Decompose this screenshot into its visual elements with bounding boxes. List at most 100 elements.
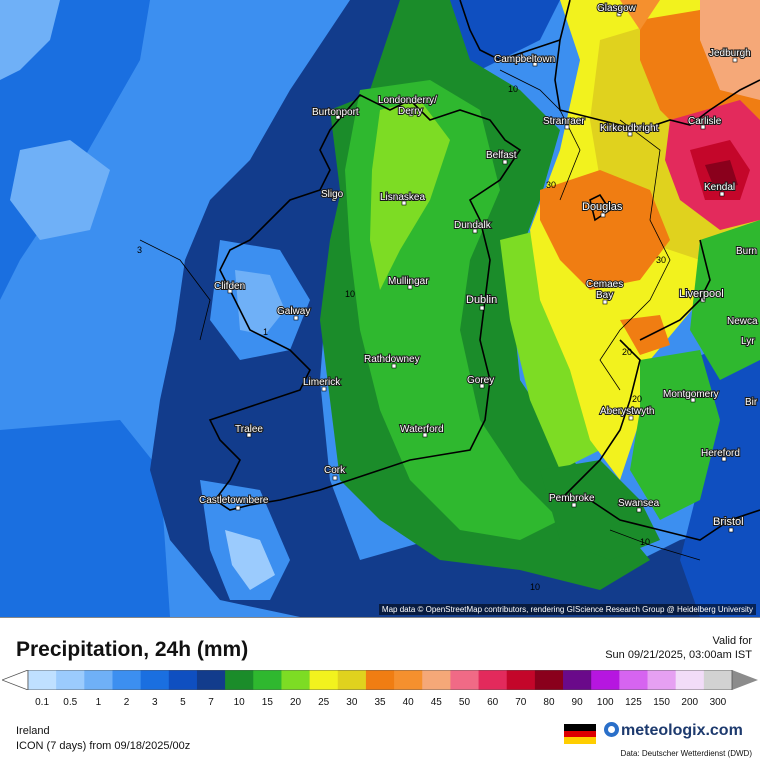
city-label-cut: Burn (736, 246, 757, 257)
colorbar-segment (168, 670, 198, 690)
colorbar-arrow-low (2, 670, 29, 690)
city-label-swansea: Swansea (618, 498, 660, 509)
city-label-tralee: Tralee (235, 424, 263, 435)
city-label-jedburgh: Jedburgh (709, 48, 751, 59)
colorbar-tick-label: 40 (402, 697, 414, 708)
coastlines (208, 0, 760, 541)
colorbar-tick-label: 150 (653, 697, 670, 708)
city-label-derry: Derry (398, 106, 422, 117)
colorbar-tick-label: 1 (95, 697, 102, 708)
colorbar-segment (647, 670, 677, 690)
city-label-glasgow: Glasgow (597, 3, 637, 14)
field-35mm-wales (620, 315, 670, 355)
field-15mm-wales (630, 350, 720, 520)
city-label-cut: Newca (727, 316, 758, 327)
city-label-aberystwyth: Aberystwyth (600, 406, 654, 417)
contour-label: 10 (640, 537, 650, 547)
city-label-gorey: Gorey (467, 375, 494, 386)
contour-label: 30 (546, 180, 556, 190)
contour-label: 20 (632, 394, 642, 404)
colorbar-segment (394, 670, 423, 690)
colorbar-segment (478, 670, 508, 690)
city-label-lisnaskea: Lisnaskea (380, 192, 425, 203)
colorbar-segment (281, 670, 311, 690)
colorbar-segment (253, 670, 282, 690)
globe-icon (604, 722, 619, 737)
colorbar-segment (675, 670, 705, 690)
legend-title: Precipitation, 24h (mm) (16, 638, 249, 661)
field-galway-inner (235, 270, 285, 335)
field-35mm-douglas (540, 170, 670, 290)
city-label-mullingar: Mullingar (388, 276, 429, 287)
legend-panel: Precipitation, 24h (mm) Valid for Sun 09… (0, 617, 760, 761)
model-run-label: ICON (7 days) from 09/18/2025/00z (16, 740, 191, 752)
colorbar-tick-label: 80 (543, 697, 555, 708)
field-3mm-sw (0, 420, 170, 617)
colorbar-segment (703, 670, 733, 690)
contour-label: 30 (656, 255, 666, 265)
colorbar-segment (450, 670, 480, 690)
city-label-campbeltown: Campbeltown (494, 54, 555, 65)
field-80mm-cumbria (705, 160, 738, 190)
city-label-burtonport: Burtonport (312, 107, 359, 118)
colorbar-segment (140, 670, 170, 690)
contour-label: 10 (530, 582, 540, 592)
city-label-cut: Bir (745, 397, 758, 408)
colorbar-tick-label: 10 (233, 697, 245, 708)
precipitation-map[interactable]: 10 30 30 10 3 1 20 20 10 10 (0, 0, 760, 617)
city-label-liverpool: Liverpool (679, 288, 724, 300)
city-label-castletownbere: Castletownbere (199, 495, 269, 506)
valid-time: Sun 09/21/2025, 03:00am IST (605, 649, 752, 661)
colorbar-tick-label: 90 (571, 697, 583, 708)
colorbar-segment (534, 670, 564, 690)
colorbar-segment (591, 670, 620, 690)
brand-name: meteologix.com (621, 722, 743, 739)
colorbar-frame (27, 670, 733, 690)
city-label-carlisle: Carlisle (688, 116, 722, 127)
city-label-kendal: Kendal (704, 182, 735, 193)
field-1mm-nw (0, 0, 60, 80)
field-10mm-pembroke (540, 460, 660, 560)
city-markers (227, 11, 738, 533)
colorbar-segment (337, 670, 367, 690)
field-15mm-england (690, 220, 760, 380)
field-sw-cork-inner (225, 530, 275, 590)
contour-label: 3 (137, 245, 142, 255)
contour-labels: 10 30 30 10 3 1 20 20 10 10 (137, 84, 666, 592)
german-flag-icon (564, 724, 596, 744)
brand-logo[interactable]: meteologix.com (604, 722, 743, 740)
city-label-clifden: Clifden (214, 281, 245, 292)
city-label-cemaes: Cemaes (586, 279, 623, 290)
colorbar-tick-label: 20 (289, 697, 302, 708)
field-45mm-ne (700, 0, 760, 100)
colorbar-segment (28, 670, 57, 690)
colorbar-tick-label: 45 (430, 697, 442, 708)
city-label-bay: Bay (596, 290, 613, 301)
contour-label: 10 (508, 84, 518, 94)
colorbar-segment (506, 670, 536, 690)
city-label-rathdowney: Rathdowney (364, 354, 420, 365)
colorbar-tick-label: 300 (709, 697, 727, 708)
field-1mm-west-patch (10, 140, 110, 240)
colorbar-tick-label: 30 (346, 697, 358, 708)
colorbar-tick-label: 3 (151, 697, 158, 708)
city-label-kirkcudbright: Kirkcudbright (600, 123, 659, 134)
colorbar-tick-label: 5 (180, 697, 186, 708)
contour-lines (139, 69, 701, 561)
colorbar-segment (309, 670, 339, 690)
colorbar-tick-label: 0.1 (35, 697, 50, 708)
colorbar-tick-label: 25 (318, 697, 330, 708)
colorbar-tick-label: 100 (596, 697, 614, 708)
contour-label: 10 (345, 289, 355, 299)
colorbar-tick-label: 7 (208, 697, 214, 708)
colorbar-segment (619, 670, 649, 690)
city-label-galway: Galway (277, 306, 310, 317)
colorbar-segment (365, 670, 395, 690)
colorbar-arrow-high (732, 670, 758, 690)
field-20mm-north (370, 100, 450, 290)
contour-label: 1 (263, 327, 268, 337)
colorbar-tick-label: 15 (261, 697, 273, 708)
colorbar-segment (422, 670, 451, 690)
city-label-montgomery: Montgomery (663, 389, 719, 400)
city-label-hereford: Hereford (701, 448, 740, 459)
